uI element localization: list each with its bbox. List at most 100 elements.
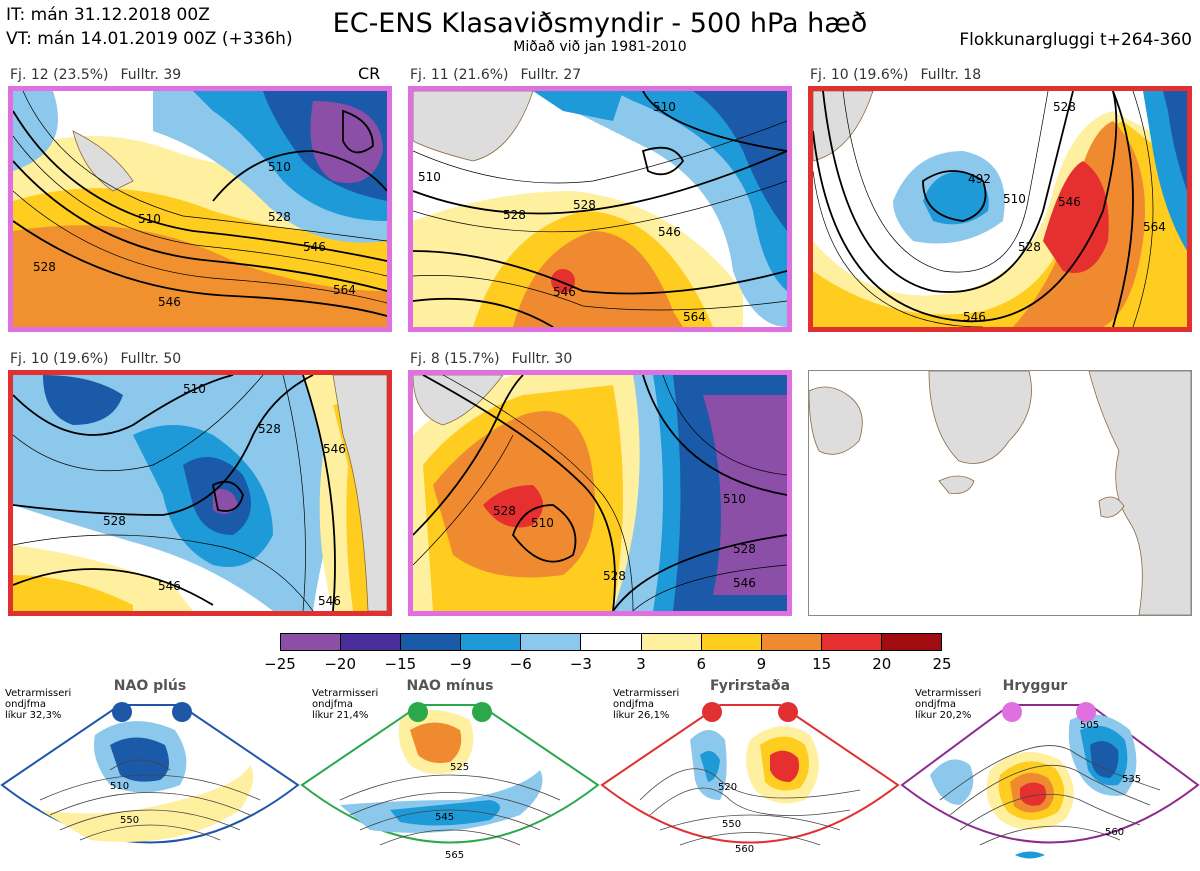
regime-2-map: 525 545 565 — [300, 702, 600, 861]
initial-time: IT: mán 31.12.2018 00Z — [6, 5, 210, 25]
contour-label: 510 — [138, 212, 161, 226]
regime-1-label: 550 — [120, 815, 139, 826]
colorbar-tick-label: −20 — [324, 655, 356, 673]
panel-5-label: Fj. 8 (15.7%) Fulltr. 30 — [410, 351, 584, 367]
cluster-map-2: 510 510 528 528 546 546 564 — [408, 86, 792, 332]
colorbar-swatch — [461, 634, 522, 650]
colorbar-swatch — [641, 634, 702, 650]
regime-1-note: Vetrarmisseri ondjfma líkur 32,3% — [5, 688, 72, 721]
panel-2-members: Fulltr. 27 — [520, 67, 582, 83]
regime-1-label: 510 — [110, 781, 129, 792]
base-map — [808, 370, 1192, 616]
regime-2-dot — [472, 702, 492, 722]
cluster-map-1: 510 510 528 546 528 546 564 — [8, 86, 392, 332]
contour-label: 564 — [333, 283, 356, 297]
regime-2-title: NAO mínus — [406, 678, 494, 694]
colorbar — [280, 633, 942, 651]
colorbar-tick-label: 6 — [696, 655, 707, 673]
colorbar-swatch — [761, 634, 822, 650]
contour-label: 528 — [493, 504, 516, 518]
contour-label: 564 — [683, 310, 706, 324]
panel-5-members: Fulltr. 30 — [511, 351, 573, 367]
regime-1-dot — [112, 702, 132, 722]
contour-label: 492 — [968, 172, 991, 186]
contour-label: 510 — [531, 516, 554, 530]
page-title: EC-ENS Klasaviðsmyndir - 500 hPa hæð — [332, 8, 868, 39]
regime-3-label: 550 — [722, 819, 741, 830]
panel-1-label: Fj. 12 (23.5%) Fulltr. 39 — [10, 67, 193, 83]
regime-1-title: NAO plús — [113, 678, 187, 694]
contour-label: 528 — [1053, 100, 1076, 114]
colorbar-swatch — [521, 634, 582, 650]
contour-label: 528 — [733, 542, 756, 556]
colorbar-swatch — [281, 634, 342, 650]
colorbar-tick-label: −3 — [569, 655, 592, 673]
contour-label: 546 — [1058, 195, 1081, 209]
colorbar-swatch — [341, 634, 402, 650]
colorbar-swatch — [401, 634, 462, 650]
regime-1-dot — [172, 702, 192, 722]
colorbar-tick-label: −9 — [449, 655, 472, 673]
panel-2-cluster: Fj. 11 (21.6%) — [410, 67, 509, 83]
regime-3-title: Fyrirstaða — [709, 678, 791, 694]
regime-2-dot — [408, 702, 428, 722]
colorbar-tick-label: 20 — [872, 655, 892, 673]
regime-2-label: 525 — [450, 762, 469, 773]
colorbar-tick-label: −25 — [264, 655, 296, 673]
contour-label: 546 — [553, 285, 576, 299]
contour-label: 510 — [268, 160, 291, 174]
colorbar-tick-label: 3 — [636, 655, 646, 673]
colorbar-swatch — [701, 634, 762, 650]
regime-4-dot — [1076, 702, 1096, 722]
cluster-map-4: 510 528 528 546 546 546 — [8, 370, 392, 616]
regime-1-map: 510 550 — [0, 702, 300, 844]
colorbar-tick-label: 25 — [932, 655, 952, 673]
cluster-map-3: 528 492 510 528 546 564 546 — [808, 86, 1192, 332]
contour-label: 528 — [503, 208, 526, 222]
contour-label: 510 — [183, 382, 206, 396]
regime-3-dot — [702, 702, 722, 722]
regime-3-dot — [778, 702, 798, 722]
regime-4-note: Vetrarmisseri ondjfma líkur 20,2% — [915, 688, 982, 721]
colorbar-swatch — [881, 634, 942, 650]
colorbar-swatch — [581, 634, 642, 650]
colorbar-tick-label: 9 — [756, 655, 767, 673]
panel-2-label: Fj. 11 (21.6%) Fulltr. 27 — [410, 67, 593, 83]
contour-label: 546 — [323, 442, 346, 456]
contour-label: 528 — [258, 422, 281, 436]
contour-label: 528 — [1018, 240, 1041, 254]
regime-4-map: 505 535 560 — [900, 702, 1200, 859]
contour-label: 510 — [653, 100, 676, 114]
contour-label: 546 — [733, 576, 756, 590]
contour-label: 510 — [1003, 192, 1026, 206]
contour-label: 546 — [303, 240, 326, 254]
regime-4-label: 560 — [1105, 827, 1124, 838]
colorbar-tick-label: −15 — [384, 655, 417, 673]
regime-3-label: 520 — [718, 782, 737, 793]
regime-3-label: 560 — [735, 844, 754, 855]
panel-1-cluster: Fj. 12 (23.5%) — [10, 67, 109, 83]
contour-label: 528 — [33, 260, 56, 274]
regime-4-dot — [1002, 702, 1022, 722]
panel-1-members: Fulltr. 39 — [120, 67, 182, 83]
panel-3-label: Fj. 10 (19.6%) Fulltr. 18 — [810, 67, 993, 83]
contour-label: 564 — [1143, 220, 1166, 234]
regime-2-label: 545 — [435, 812, 454, 823]
contour-label: 528 — [603, 569, 626, 583]
contour-label: 528 — [268, 210, 291, 224]
cluster-map-5: 528 510 510 528 528 546 — [408, 370, 792, 616]
colorbar-tick-label: −6 — [509, 655, 532, 673]
contour-label: 528 — [573, 198, 596, 212]
panel-4-label: Fj. 10 (19.6%) Fulltr. 50 — [10, 351, 193, 367]
panel-1-tag: CR — [358, 64, 381, 83]
contour-label: 510 — [418, 170, 441, 184]
regimes-row: Vetrarmisseri ondjfma líkur 32,3% NAO pl… — [0, 678, 1200, 871]
panel-3-members: Fulltr. 18 — [920, 67, 982, 83]
regime-4-title: Hryggur — [1002, 678, 1068, 694]
page-subtitle: Miðað við jan 1981-2010 — [513, 39, 687, 55]
contour-label: 546 — [158, 295, 181, 309]
regime-4-label: 535 — [1122, 774, 1141, 785]
contour-label: 546 — [318, 594, 341, 608]
colorbar-tick-label: 15 — [812, 655, 832, 673]
panel-4-members: Fulltr. 50 — [120, 351, 182, 367]
